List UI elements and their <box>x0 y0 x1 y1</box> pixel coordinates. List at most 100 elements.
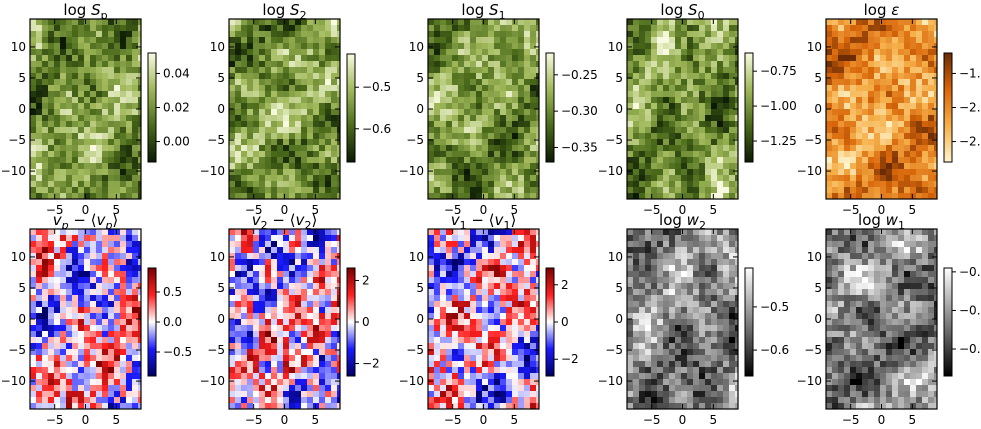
y-tick-label: 5 <box>217 71 225 85</box>
panel-v-2-v-2: v2 − ⟨v2⟩ −5 0 5 10 5 0 −5 −10 2 0 −2 <box>200 211 380 427</box>
x-tick-label: 0 <box>281 413 289 427</box>
y-tick-label: −10 <box>1 164 26 178</box>
colorbar-tick-label: −0.6 <box>959 265 981 279</box>
panel-log: log ε −5 0 5 10 5 0 −5 −10 −1.8 −2.0 −2.2 <box>797 1 981 217</box>
y-tick-label: −5 <box>207 343 225 357</box>
colorbar-tick-label: 0.02 <box>163 101 190 115</box>
y-tick-label: 10 <box>210 40 225 54</box>
y-tick-label: −10 <box>1 374 26 388</box>
y-tick-label: −10 <box>598 374 623 388</box>
x-tick-label: 5 <box>312 203 320 217</box>
x-tick-label: 5 <box>909 413 917 427</box>
x-tick-label: 5 <box>113 413 121 427</box>
panel-title: log S1 <box>461 1 505 22</box>
y-tick-label: 10 <box>807 250 822 264</box>
colorbar <box>346 53 356 163</box>
y-tick-label: 0 <box>217 102 225 116</box>
colorbar-tick-label: −0.30 <box>561 104 598 118</box>
colorbar <box>346 267 356 377</box>
panel-v-p-v-p: vp − ⟨vp⟩ −5 0 5 10 5 0 −5 −10 0.5 0.0 −0.5 <box>1 211 192 427</box>
y-tick-label: 0 <box>217 312 225 326</box>
panel-log-s-0: log S0 −5 0 5 10 5 0 −5 −10 −0.75 −1.00 −1.25 <box>598 1 797 217</box>
y-tick-label: 0 <box>814 312 822 326</box>
colorbar-tick-label: −0.5 <box>362 80 391 94</box>
y-tick-label: −5 <box>605 343 623 357</box>
colorbar <box>744 52 754 163</box>
x-tick-label: −5 <box>643 413 661 427</box>
x-tick-label: 0 <box>82 413 90 427</box>
y-tick-label: −5 <box>8 343 26 357</box>
heatmap-image <box>627 229 738 409</box>
heatmap-image <box>428 19 539 199</box>
y-tick-label: 10 <box>11 250 26 264</box>
heatmap-image <box>30 19 141 199</box>
x-tick-label: −5 <box>842 413 860 427</box>
y-tick-label: 10 <box>210 250 225 264</box>
colorbar-tick-label: −1.25 <box>760 134 797 148</box>
y-tick-label: −10 <box>399 374 424 388</box>
colorbar <box>943 52 953 163</box>
heatmap-image <box>826 229 937 409</box>
x-tick-label: 0 <box>480 413 488 427</box>
y-tick-label: 0 <box>615 312 623 326</box>
colorbar-tick-label: −0.75 <box>760 64 797 78</box>
x-tick-label: 5 <box>511 203 519 217</box>
y-tick-label: 10 <box>807 40 822 54</box>
y-tick-label: 5 <box>814 281 822 295</box>
y-tick-label: 10 <box>409 250 424 264</box>
x-tick-label: −5 <box>46 413 64 427</box>
panel-title: log Sp <box>63 1 107 22</box>
y-tick-label: 5 <box>615 281 623 295</box>
y-tick-label: 0 <box>615 102 623 116</box>
heatmap-image <box>428 229 539 409</box>
colorbar-tick-label: 0.00 <box>163 135 190 149</box>
panel-log-s-p: log Sp −5 0 5 10 5 0 −5 −10 0.04 0.02 0.00 <box>1 1 190 217</box>
x-tick-label: 0 <box>82 203 90 217</box>
y-tick-label: 0 <box>18 102 26 116</box>
panel-title: log S2 <box>262 1 306 22</box>
heatmap-image <box>826 19 937 199</box>
panel-log-s-2: log S2 −5 0 5 10 5 0 −5 −10 −0.5 −0.6 <box>200 1 391 217</box>
panel-title: log S0 <box>660 1 704 22</box>
x-tick-label: 0 <box>480 203 488 217</box>
y-tick-label: −5 <box>8 133 26 147</box>
panel-title: log w1 <box>858 211 905 232</box>
y-tick-label: −10 <box>200 374 225 388</box>
colorbar-tick-label: −2.0 <box>959 101 981 115</box>
y-tick-label: −5 <box>406 133 424 147</box>
panel-title: log ε <box>864 1 900 19</box>
colorbar-tick-label: −2 <box>362 357 380 371</box>
heatmap-image <box>30 229 141 409</box>
x-tick-label: −5 <box>444 413 462 427</box>
y-tick-label: −10 <box>797 374 822 388</box>
y-tick-label: −10 <box>200 164 225 178</box>
panel-log-s-1: log S1 −5 0 5 10 5 0 −5 −10 −0.25 −0.30 −0.35 <box>399 1 598 217</box>
colorbar-tick-label: 0 <box>561 315 569 329</box>
colorbar-tick-label: −2 <box>561 352 579 366</box>
panel-title: log w2 <box>659 211 706 232</box>
x-tick-label: 0 <box>878 413 886 427</box>
colorbar-tick-label: 2 <box>362 273 370 287</box>
colorbar <box>147 52 157 163</box>
y-tick-label: 5 <box>18 71 26 85</box>
y-tick-label: 10 <box>608 250 623 264</box>
y-tick-label: 5 <box>416 71 424 85</box>
y-tick-label: −10 <box>797 164 822 178</box>
x-tick-label: 0 <box>679 413 687 427</box>
x-tick-label: 0 <box>679 203 687 217</box>
panel-title: v1 − ⟨v1⟩ <box>451 211 517 232</box>
colorbar-tick-label: −0.5 <box>163 345 192 359</box>
x-tick-label: −5 <box>842 203 860 217</box>
y-tick-label: 5 <box>217 281 225 295</box>
y-tick-label: 5 <box>416 281 424 295</box>
colorbar <box>744 267 754 377</box>
x-tick-label: 5 <box>312 413 320 427</box>
x-tick-label: −5 <box>245 413 263 427</box>
x-tick-label: −5 <box>643 203 661 217</box>
colorbar-tick-label: −0.6 <box>362 122 391 136</box>
x-tick-label: 0 <box>878 203 886 217</box>
colorbar-tick-label: −1.8 <box>959 66 981 80</box>
x-tick-label: 5 <box>511 413 519 427</box>
y-tick-label: −5 <box>207 133 225 147</box>
